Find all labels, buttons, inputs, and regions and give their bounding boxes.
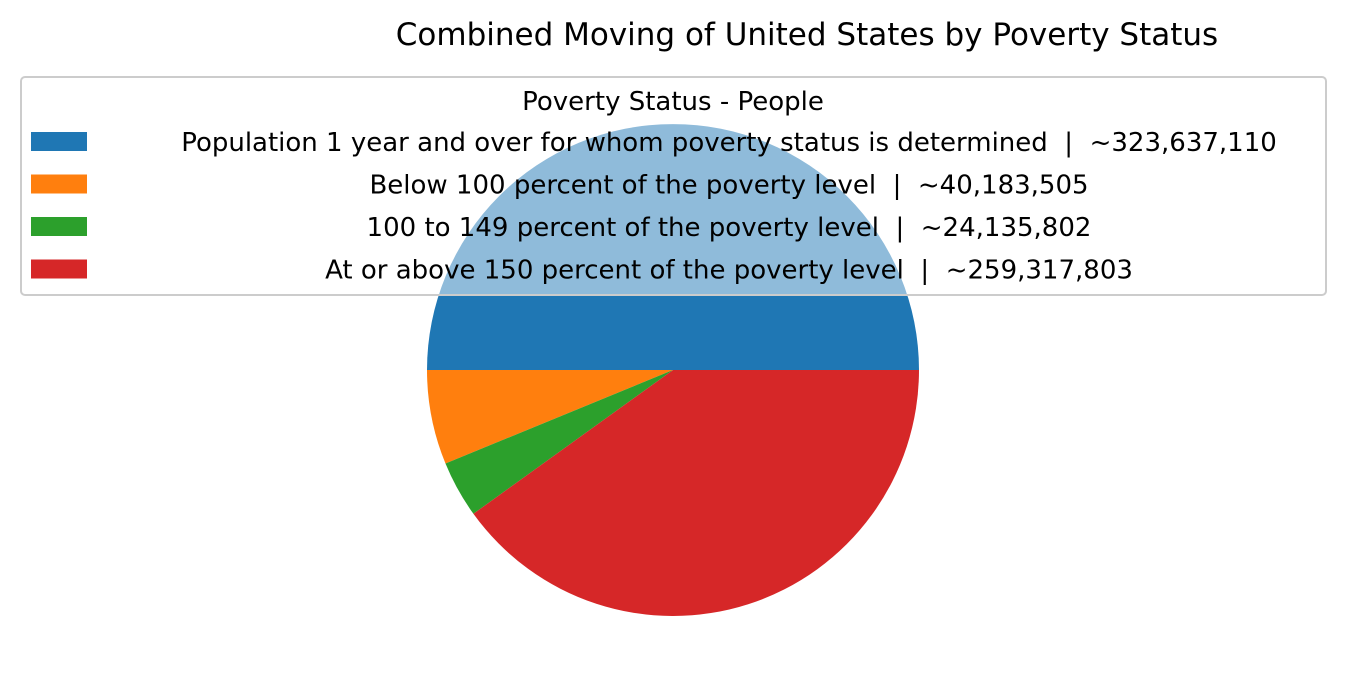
legend-label-2: Below 100 percent of the poverty level |…	[369, 171, 1088, 201]
chart-title: Combined Moving of United States by Pove…	[396, 17, 1218, 53]
legend-label-1: Population 1 year and over for whom pove…	[181, 128, 1277, 158]
legend-swatch-3	[31, 217, 87, 236]
legend-title: Poverty Status - People	[522, 87, 824, 117]
legend-label-4: At or above 150 percent of the poverty l…	[325, 256, 1133, 286]
legend-swatch-2	[31, 175, 87, 194]
legend-swatch-1	[31, 132, 87, 151]
legend: Poverty Status - People Population 1 yea…	[21, 77, 1326, 295]
legend-swatch-4	[31, 260, 87, 279]
legend-label-3: 100 to 149 percent of the poverty level …	[367, 213, 1092, 243]
